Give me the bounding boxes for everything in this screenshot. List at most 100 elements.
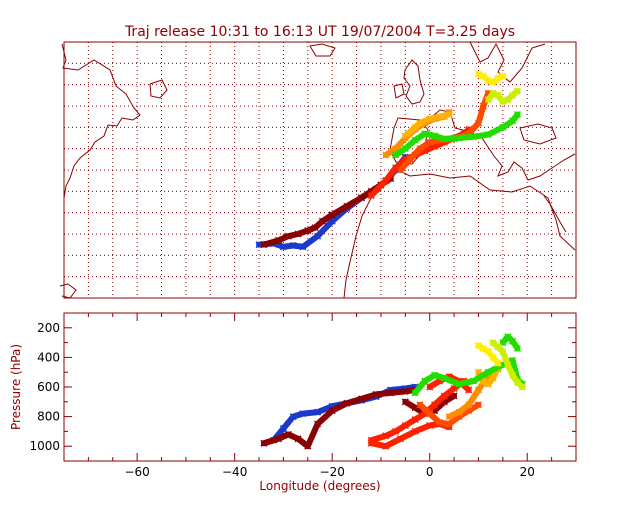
trajectory-point [494,359,502,367]
trajectory-point [367,192,375,200]
north-america-coast [61,43,141,199]
y-tick-label: 600 [37,380,60,394]
black-sea-coast [519,123,557,145]
red-sea-coast [543,195,567,233]
trajectory-point [328,407,336,415]
trajectory-point [372,390,380,398]
europe-mediterranean-coast [427,109,576,181]
trajectory-point [294,230,302,238]
trajectory-point [411,404,419,412]
trajectory-point [367,439,375,447]
trajectory-point [411,136,419,144]
trajectory-point [445,420,453,428]
trajectory-point [304,227,312,235]
newfoundland-coast [149,79,168,99]
trajectory-point [387,389,395,397]
pressure-frame [63,312,577,462]
trajectory-point [474,342,483,350]
trajectory-point [289,413,297,421]
trajectory-point [401,421,409,430]
trajectory-point [401,387,409,395]
trajectory-point [474,119,483,127]
trajectory-point [474,386,483,394]
trajectory-point [396,166,404,174]
scandinavia-coast [469,41,546,83]
trajectory-point [411,389,419,397]
trajectory-point [328,211,336,219]
y-tick-label: 200 [37,321,60,335]
trajectory-point [357,395,365,403]
trajectory-point [474,70,483,78]
trajectory-point [445,413,453,421]
pressure-panel: −60 −40 −20 0 20 200 400 600 800 1000 Longitude (… [9,312,577,493]
trajectory-point [314,420,322,428]
trajectory-point [513,344,522,353]
trajectory-point [455,380,463,388]
y-axis-label: Pressure (hPa) [9,344,23,430]
trajectory-point [304,442,312,450]
trajectory-point [279,424,287,432]
map-grid [64,42,576,298]
pressure-axis-ticks: −60 −40 −20 0 20 200 400 600 800 1000 [29,312,577,479]
y-tick-label: 800 [37,410,60,424]
trajectory-point [294,435,302,443]
ireland-coast [393,83,405,99]
trajectory-point [484,96,492,104]
trajectory-point [416,119,424,127]
trajectory-point [474,401,483,409]
trajectory-point [484,368,492,376]
trajectory-point [416,145,424,153]
trajectory-point [275,236,283,244]
trajectory-point [513,111,522,119]
trajectory-point [470,133,478,141]
trajectory-point [411,416,419,424]
trajectory-point [392,427,400,435]
trajectory-point [465,386,473,394]
trajectory-point [426,138,434,146]
trajectory-point [455,408,463,416]
trajectory-point [426,410,434,418]
trajectory-point [499,72,507,80]
trajectory-point [289,241,297,250]
trajectory-point [318,217,326,225]
trajectory-point [445,111,453,119]
trajectory-point [382,177,390,185]
britain-coast [403,59,425,105]
x-tick-label: −60 [124,465,149,479]
trajectory-point [299,410,307,418]
trajectory-point [382,432,390,440]
trajectory-point [431,132,439,140]
pressure-trajectories [260,333,526,450]
trajectory-point [396,435,404,443]
trajectory-point [465,401,473,409]
trajectory-point [401,132,409,140]
trajectory-point [504,361,512,369]
trajectory-point [279,243,287,251]
trajectory-point [416,401,424,409]
trajectory-point [484,380,492,388]
trajectory-point [513,87,522,95]
trajectory-point [406,155,414,163]
trajectory-point [509,371,517,379]
trajectory-point [426,115,434,123]
trajectory-point [518,383,526,391]
trajectory-point [440,135,448,143]
trajectory-point [431,371,439,379]
trajectory-point [311,224,319,232]
trajectory-point [382,151,390,159]
trajectory-point [499,123,507,131]
trajectory-point [489,89,497,97]
trajectory-point [484,76,492,84]
x-tick-label: 0 [426,465,434,479]
trajectory-point [494,91,502,99]
x-axis-label: Longitude (degrees) [259,479,380,493]
trajectory-point [401,145,409,153]
trajectory-point [426,383,434,391]
trajectory-point [343,399,351,407]
trajectory-point [260,241,268,249]
trajectory-point [484,131,492,139]
trajectory-point [455,134,463,142]
trajectory-point [494,74,502,82]
trajectory-point [435,113,443,121]
